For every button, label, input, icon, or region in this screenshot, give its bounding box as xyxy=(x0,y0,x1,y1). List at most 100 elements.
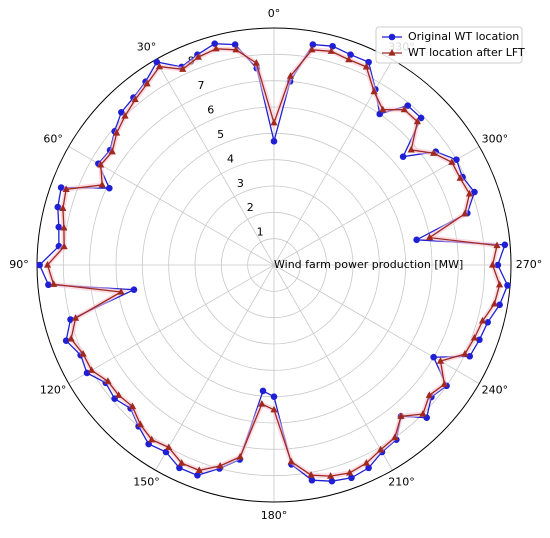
marker xyxy=(118,109,125,116)
marker xyxy=(308,45,316,53)
marker xyxy=(113,128,121,136)
marker xyxy=(470,333,479,341)
marker xyxy=(117,287,125,295)
marker xyxy=(108,147,116,155)
marker xyxy=(484,318,491,326)
marker xyxy=(270,118,278,126)
marker xyxy=(391,433,399,441)
marker xyxy=(145,440,152,448)
marker xyxy=(270,405,278,413)
marker xyxy=(425,233,434,241)
marker xyxy=(36,261,43,269)
marker xyxy=(493,241,501,249)
marker xyxy=(307,471,315,478)
marker xyxy=(259,387,267,395)
marker xyxy=(87,366,96,373)
marker xyxy=(57,184,65,191)
marker xyxy=(400,105,408,113)
marker xyxy=(270,137,278,145)
legend-box xyxy=(375,26,523,64)
marker xyxy=(211,40,219,48)
marker xyxy=(176,464,183,472)
marker xyxy=(162,448,170,456)
marker xyxy=(417,114,425,122)
marker xyxy=(62,185,70,192)
marker xyxy=(115,391,123,398)
marker xyxy=(153,58,161,66)
marker xyxy=(128,402,137,410)
marker xyxy=(155,62,164,70)
marker xyxy=(179,65,187,72)
marker xyxy=(194,53,202,60)
theta-tick-label: 210° xyxy=(388,475,415,488)
marker xyxy=(504,282,511,289)
marker xyxy=(252,59,260,66)
marker xyxy=(195,466,203,473)
marker xyxy=(328,477,336,485)
marker xyxy=(413,117,421,125)
marker xyxy=(430,149,438,156)
theta-tick-label: 90° xyxy=(9,258,29,271)
r-axis-label: Wind farm power production [MW] xyxy=(274,258,463,271)
marker xyxy=(501,241,509,249)
theta-tick-label: 300° xyxy=(482,133,509,146)
marker xyxy=(231,41,239,48)
marker xyxy=(59,204,67,212)
marker xyxy=(216,461,224,469)
marker xyxy=(379,105,387,113)
marker xyxy=(388,33,396,41)
marker xyxy=(471,188,478,196)
marker xyxy=(106,184,113,192)
r-tick-label: 5 xyxy=(217,128,224,141)
marker xyxy=(365,58,372,66)
marker xyxy=(62,337,70,344)
marker xyxy=(327,47,335,54)
r-tick-label: 7 xyxy=(197,79,204,92)
marker xyxy=(326,472,335,479)
marker xyxy=(362,459,370,466)
marker xyxy=(488,261,497,268)
marker xyxy=(270,393,278,400)
marker xyxy=(478,316,487,324)
grid-spoke xyxy=(155,264,275,471)
marker xyxy=(404,102,412,109)
grid-spoke xyxy=(273,146,480,266)
marker xyxy=(413,236,420,244)
marker xyxy=(370,87,378,95)
marker xyxy=(258,400,266,407)
marker xyxy=(287,457,295,465)
marker xyxy=(79,350,87,357)
marker xyxy=(60,223,68,231)
grid: 123456780°30°60°90°120°150°180°210°240°2… xyxy=(9,7,542,522)
marker xyxy=(60,242,68,250)
marker xyxy=(377,445,385,453)
r-tick-label: 6 xyxy=(207,104,214,117)
grid-spoke xyxy=(273,264,393,471)
marker xyxy=(71,314,80,321)
grid-spoke xyxy=(155,59,275,266)
marker xyxy=(212,44,220,52)
marker xyxy=(309,41,317,48)
theta-tick-label: 240° xyxy=(482,384,509,397)
marker xyxy=(345,55,353,63)
marker xyxy=(348,474,355,482)
marker xyxy=(98,180,106,188)
marker xyxy=(178,459,186,466)
marker xyxy=(97,160,105,168)
theta-tick-label: 150° xyxy=(133,475,160,488)
marker xyxy=(286,72,295,79)
marker xyxy=(55,223,63,231)
theta-tick-label: 180° xyxy=(261,509,288,522)
plot-area xyxy=(36,40,511,485)
marker xyxy=(436,357,445,364)
marker xyxy=(308,476,316,484)
marker xyxy=(453,156,460,163)
marker xyxy=(362,62,370,70)
marker xyxy=(50,280,58,287)
legend: Original WT location WT location after LF… xyxy=(375,26,525,64)
theta-tick-label: 0° xyxy=(268,7,281,20)
marker xyxy=(494,261,502,269)
marker xyxy=(388,49,396,56)
marker xyxy=(45,281,52,289)
